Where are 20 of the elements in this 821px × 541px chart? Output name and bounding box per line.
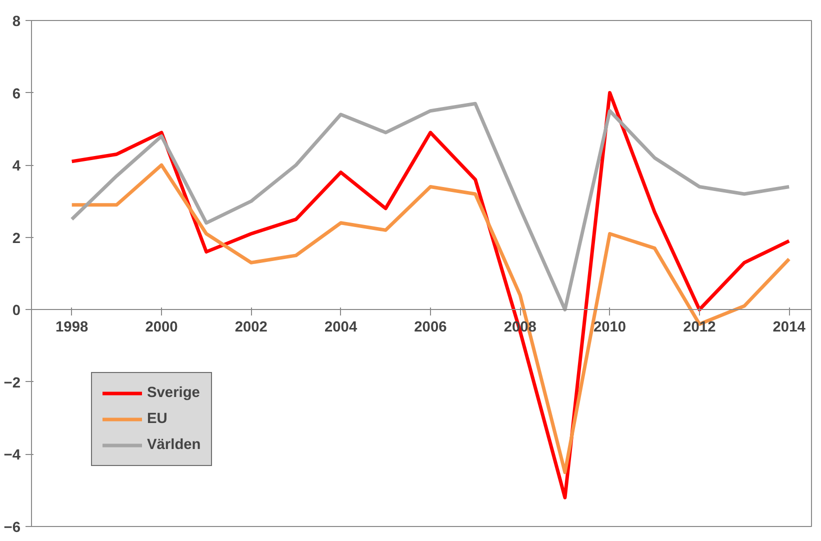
x-tick-label: 2012 bbox=[683, 320, 716, 336]
y-tick-label: −4 bbox=[4, 448, 22, 464]
y-tick-label: 4 bbox=[12, 158, 22, 175]
x-tick-label: 1998 bbox=[56, 320, 88, 336]
y-tick-label: 8 bbox=[12, 14, 21, 30]
x-tick-label: 2002 bbox=[234, 320, 268, 336]
x-tick-label: 2006 bbox=[414, 320, 447, 336]
y-tick-label: 0 bbox=[12, 303, 21, 320]
x-tick-label: 2000 bbox=[145, 320, 178, 336]
legend-label: Sverige bbox=[147, 385, 200, 401]
y-tick-label: 6 bbox=[12, 86, 21, 102]
legend-label: Världen bbox=[147, 437, 201, 453]
x-tick-label: 2010 bbox=[593, 320, 626, 336]
line-series bbox=[70, 102, 791, 312]
y-tick-label: −2 bbox=[4, 375, 21, 392]
x-tick-label: 2014 bbox=[772, 320, 806, 336]
y-tick-label: 2 bbox=[12, 230, 21, 247]
y-tick-label: −6 bbox=[4, 520, 21, 536]
x-tick-label: 2004 bbox=[324, 320, 358, 336]
legend-label: EU bbox=[147, 411, 168, 427]
